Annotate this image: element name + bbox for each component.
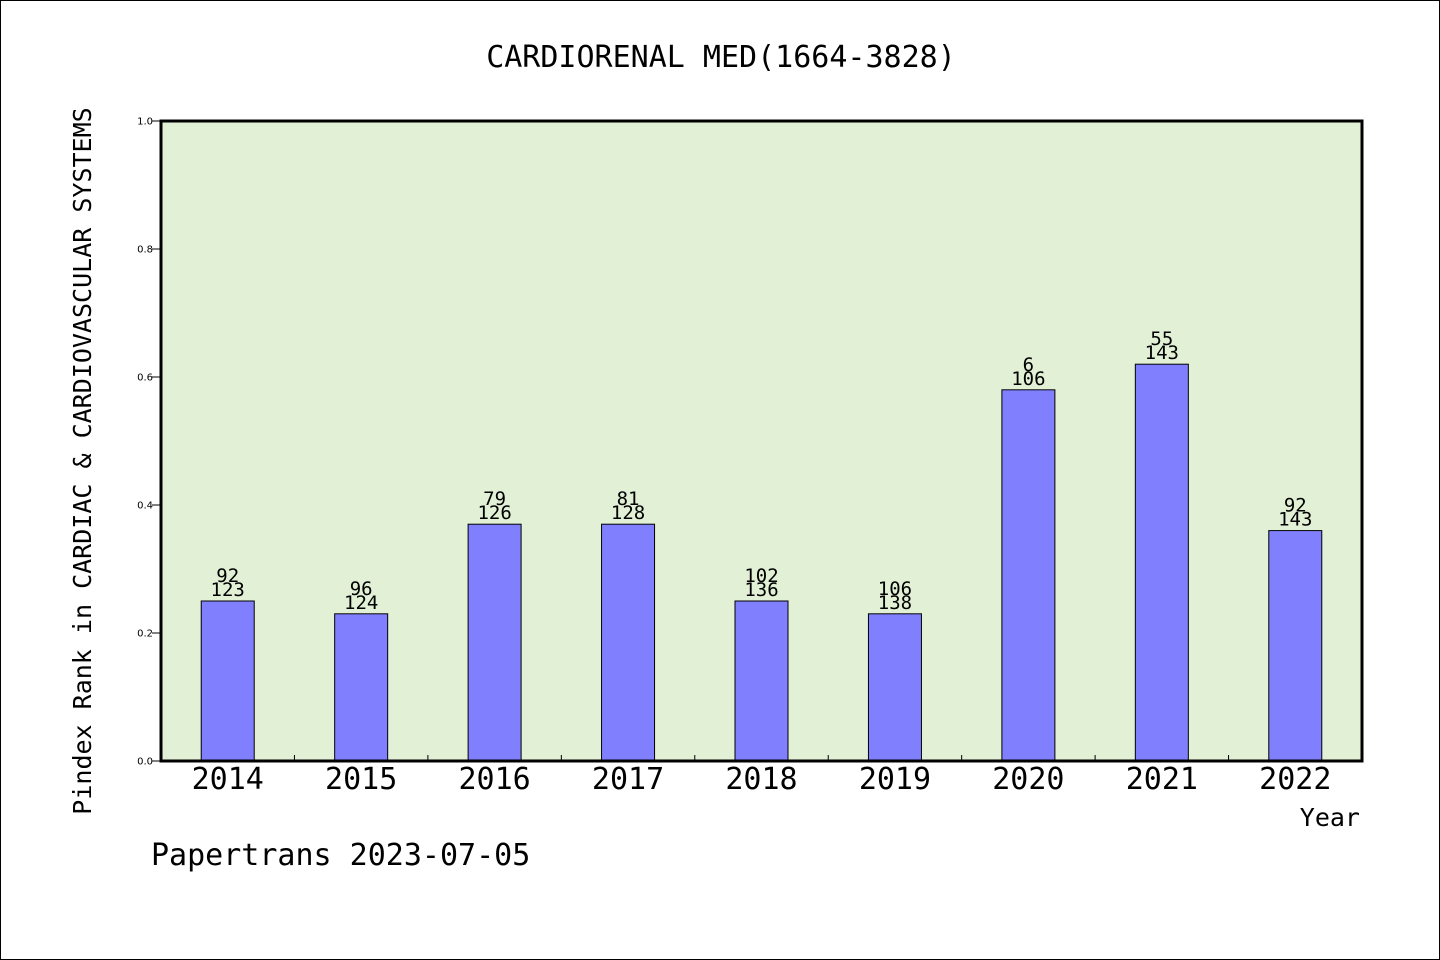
bar-rank-label: 79 [483,488,506,510]
x-axis-label: Year [1300,803,1360,832]
bar-rank-label: 81 [617,488,640,510]
y-tick-label: 0.8 [137,245,153,256]
x-axis: 2014 2015 2016 2017 2018 2019 2020 2021 2022 [192,755,1331,797]
bar-total-label: 136 [744,579,778,601]
x-tick-label: 2017 [592,762,664,797]
bar [734,600,789,762]
bar-rank-label: 96 [350,578,373,600]
bar-rank-label: 92 [1284,495,1307,517]
x-tick-label: 2022 [1259,762,1331,797]
bar-total-label: 128 [611,502,645,524]
x-tick-label: 2015 [325,762,397,797]
bar-rank-label: 6 [1023,354,1034,376]
bar-rank-label: 102 [744,565,778,587]
x-tick-label: 2018 [725,762,797,797]
x-tick-label: 2019 [859,762,931,797]
y-axis: 0.0 0.2 0.4 0.6 0.8 1.0 [137,117,161,768]
bar-total-label: 106 [1011,368,1045,390]
y-tick-label: 0.4 [137,501,153,512]
bar [334,613,389,762]
bar [467,523,522,762]
bar [1134,363,1189,762]
bar-rank-label: 55 [1150,328,1173,350]
x-tick-label: 2016 [458,762,530,797]
bar [1001,389,1056,762]
bar [200,600,255,762]
bar-rank-label: 106 [878,578,912,600]
bar [1268,530,1323,762]
plot-border [159,119,1364,763]
bar-rank-label: 92 [216,565,239,587]
y-tick-label: 0.2 [137,629,153,640]
bar-total-label: 138 [878,592,912,614]
y-tick-label: 1.0 [137,117,153,128]
bar-series [200,363,1323,762]
y-axis-label: Pindex Rank in CARDIAC & CARDIOVASCULAR … [68,107,97,814]
bar-total-label: 143 [1278,509,1312,531]
chart-title: CARDIORENAL MED(1664-3828) [486,40,956,75]
bar [867,613,922,762]
x-tick-label: 2014 [192,762,264,797]
bar-total-label: 124 [344,592,378,614]
y-tick-label: 0.0 [137,757,153,768]
watermark-text: Papertrans 2023-07-05 [151,838,530,873]
bar [601,523,656,762]
bar-total-label: 123 [211,579,245,601]
x-tick-label: 2021 [1126,762,1198,797]
bar-total-label: 126 [477,502,511,524]
x-tick-label: 2020 [992,762,1064,797]
bar-total-label: 143 [1145,342,1179,364]
y-tick-label: 0.6 [137,373,153,384]
